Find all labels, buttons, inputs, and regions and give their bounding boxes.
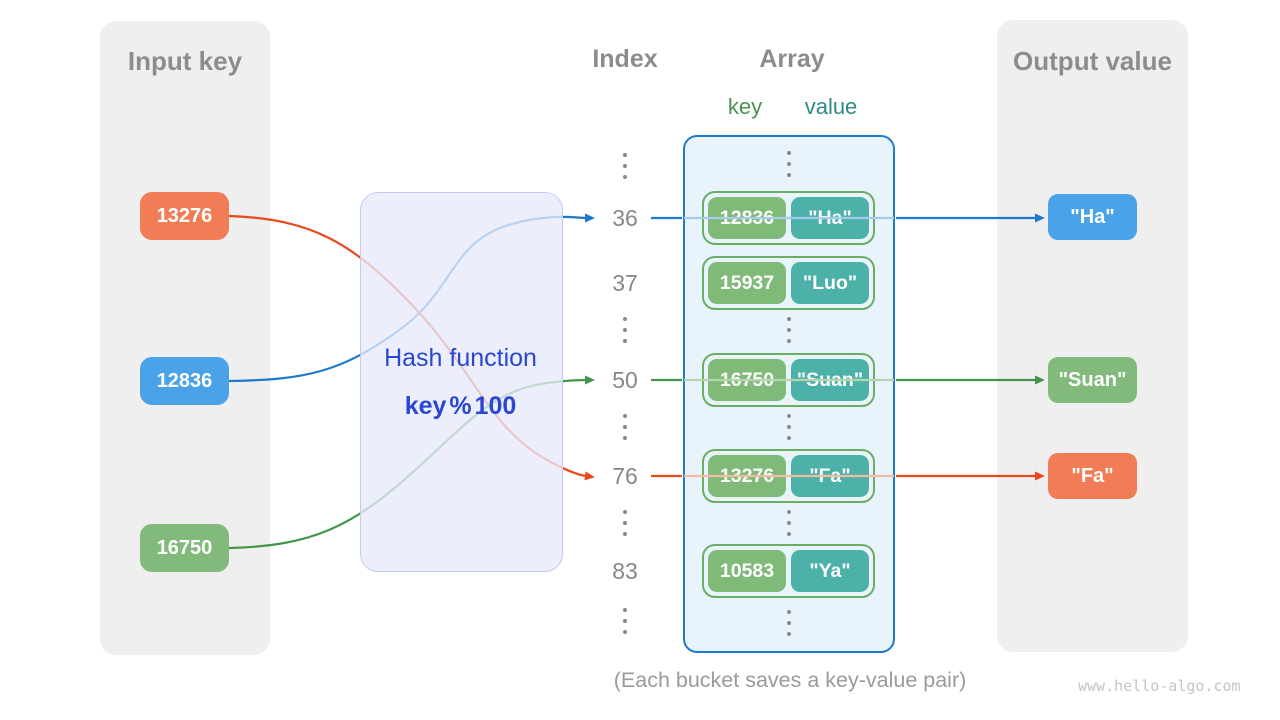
ellipsis-dots bbox=[785, 317, 793, 343]
output-panel bbox=[997, 20, 1188, 652]
bucket-row: 10583 "Ya" bbox=[702, 544, 875, 598]
bucket-value: "Ha" bbox=[791, 197, 869, 239]
output-value-box: "Suan" bbox=[1048, 357, 1137, 403]
ellipsis-dots bbox=[621, 317, 629, 343]
input-key-box: 12836 bbox=[140, 357, 229, 405]
index-value: 76 bbox=[612, 463, 638, 489]
bucket-key: 13276 bbox=[708, 455, 786, 497]
bucket-value: "Ya" bbox=[791, 550, 869, 592]
bucket-value: "Luo" bbox=[791, 262, 869, 304]
index-value: 83 bbox=[612, 558, 638, 584]
index-value: 36 bbox=[612, 205, 638, 231]
ellipsis-dots bbox=[621, 414, 629, 440]
site-watermark: www.hello-algo.com bbox=[1078, 677, 1241, 695]
bucket-key: 15937 bbox=[708, 262, 786, 304]
input-key-box: 16750 bbox=[140, 524, 229, 572]
input-key-box: 13276 bbox=[140, 192, 229, 240]
hash-function-formula: key % 100 bbox=[404, 392, 517, 420]
output-panel-title: Output value bbox=[1013, 46, 1172, 76]
ellipsis-dots bbox=[621, 608, 629, 634]
bucket-row: 12836 "Ha" bbox=[702, 191, 875, 245]
bucket-value: "Suan" bbox=[791, 359, 869, 401]
output-value-box: "Fa" bbox=[1048, 453, 1137, 499]
input-panel-title: Input key bbox=[127, 46, 243, 76]
bucket-value: "Fa" bbox=[791, 455, 869, 497]
figure-caption: (Each bucket saves a key-value pair) bbox=[613, 668, 967, 692]
ellipsis-dots bbox=[785, 151, 793, 177]
bucket-row: 16750 "Suan" bbox=[702, 353, 875, 407]
bucket-row: 15937 "Luo" bbox=[702, 256, 875, 310]
output-value-box: "Ha" bbox=[1048, 194, 1137, 240]
bucket-key: 12836 bbox=[708, 197, 786, 239]
index-value: 37 bbox=[612, 270, 638, 296]
bucket-row: 13276 "Fa" bbox=[702, 449, 875, 503]
ellipsis-dots bbox=[785, 414, 793, 440]
index-column-title: Index bbox=[592, 45, 658, 73]
ellipsis-dots bbox=[621, 510, 629, 536]
array-key-label: key bbox=[727, 94, 763, 119]
array-value-label: value bbox=[804, 94, 858, 119]
ellipsis-dots bbox=[621, 153, 629, 179]
array-column-title: Array bbox=[759, 45, 825, 73]
hash-function-box bbox=[360, 192, 563, 572]
bucket-key: 16750 bbox=[708, 359, 786, 401]
hash-function-title: Hash function bbox=[384, 344, 537, 372]
ellipsis-dots bbox=[785, 510, 793, 536]
ellipsis-dots bbox=[785, 610, 793, 636]
bucket-key: 10583 bbox=[708, 550, 786, 592]
index-value: 50 bbox=[612, 367, 638, 393]
